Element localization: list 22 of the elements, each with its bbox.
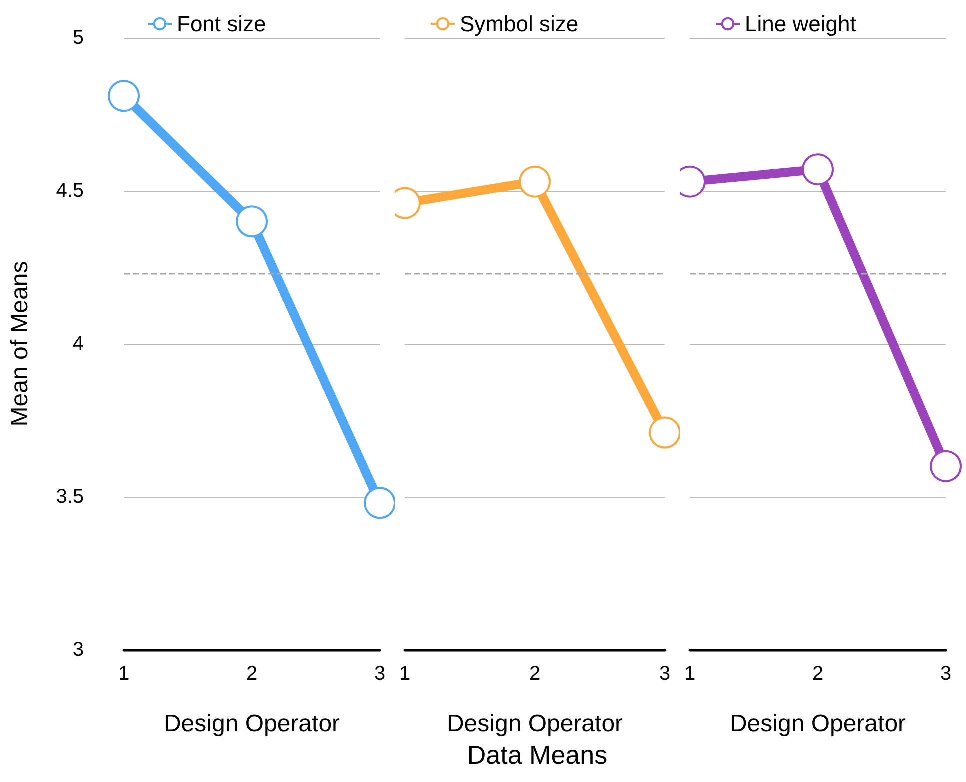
x-tick-label: 2	[246, 663, 258, 685]
x-tick-label: 3	[940, 663, 952, 685]
legend-label: Line weight	[745, 12, 856, 36]
x-tick-label: 3	[374, 663, 386, 685]
y-tick-label: 4	[72, 333, 84, 355]
x-tick-label: 2	[529, 663, 541, 685]
x-tick-label: 3	[659, 663, 671, 685]
x-tick-label: 1	[684, 663, 696, 685]
legend-label: Symbol size	[460, 12, 579, 36]
y-axis-title: Mean of Means	[6, 261, 34, 427]
x-axis-title: Design Operator	[730, 710, 906, 738]
x-tick-label: 1	[118, 663, 130, 685]
x-axis-title: Design Operator	[446, 710, 624, 738]
text: Data Means	[467, 740, 608, 770]
x-tick-label: 1	[399, 663, 411, 685]
y-tick-label: 3.5	[56, 486, 84, 508]
y-tick-label: 5	[72, 27, 84, 49]
x-axis-title: Design Operator	[164, 710, 340, 738]
y-tick-label: 3	[72, 639, 84, 661]
y-tick-label: 4.5	[56, 180, 84, 202]
x-tick-label: 2	[812, 663, 824, 685]
legend-label: Font size	[177, 12, 266, 36]
